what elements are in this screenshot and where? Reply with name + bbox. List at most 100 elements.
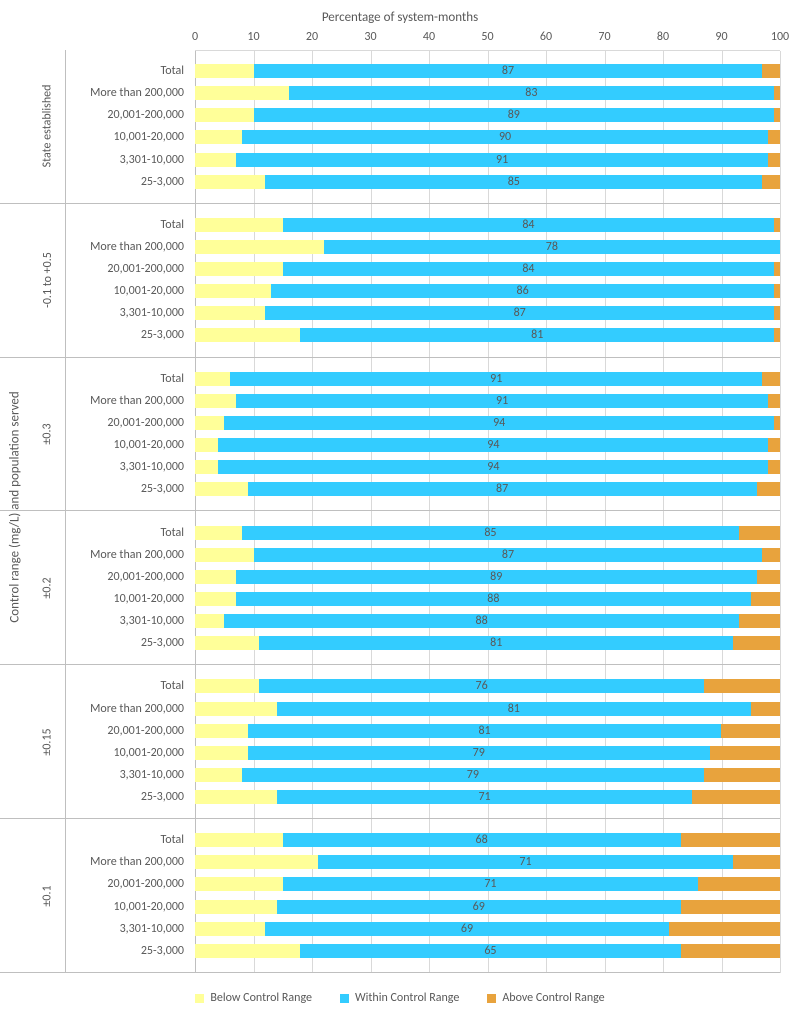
row-label: 3,301-10,000 bbox=[66, 922, 190, 936]
bar-segment-within bbox=[254, 108, 775, 122]
bar-segment-within bbox=[218, 460, 768, 474]
rows: Total84More than 200,0007820,001-200,000… bbox=[66, 204, 780, 357]
row-label: 25-3,000 bbox=[66, 944, 190, 958]
bar-segment-within bbox=[218, 438, 768, 452]
bar-row: 20,001-200,00084 bbox=[66, 262, 780, 276]
row-label: Total bbox=[66, 679, 190, 693]
group-label-wrap: ±0.3 bbox=[30, 358, 66, 511]
group: State establishedTotal87More than 200,00… bbox=[0, 50, 780, 204]
bar-row: 3,301-10,000 69 bbox=[66, 922, 780, 936]
bar-segment-below bbox=[195, 570, 236, 584]
bar-segment-above bbox=[762, 175, 780, 189]
bar-segment-below bbox=[195, 218, 283, 232]
stacked-bar: 90 bbox=[195, 130, 780, 144]
x-tick: 70 bbox=[598, 30, 610, 44]
x-tick: 40 bbox=[423, 30, 435, 44]
group-label-wrap: State established bbox=[30, 50, 66, 203]
bar-row: More than 200,00071 bbox=[66, 855, 780, 869]
row-label: 3,301-10,000 bbox=[66, 306, 190, 320]
row-label: 20,001-200,000 bbox=[66, 108, 190, 122]
bar-row: More than 200,00078 bbox=[66, 240, 780, 254]
bar-row: 10,001-20,00088 bbox=[66, 592, 780, 606]
legend-swatch bbox=[195, 994, 204, 1003]
bar-segment-below bbox=[195, 833, 283, 847]
stacked-bar: 81 bbox=[195, 702, 780, 716]
bar-segment-below bbox=[195, 328, 300, 342]
bar-segment-below bbox=[195, 284, 271, 298]
bar-segment-below bbox=[195, 460, 218, 474]
bar-segment-within bbox=[259, 679, 704, 693]
legend-swatch bbox=[487, 994, 496, 1003]
x-tick: 0 bbox=[192, 30, 198, 44]
row-label: 3,301-10,000 bbox=[66, 153, 190, 167]
bar-segment-below bbox=[195, 679, 259, 693]
bar-row: 25-3,00085 bbox=[66, 175, 780, 189]
stacked-bar: 87 bbox=[195, 64, 780, 78]
stacked-bar: 69 bbox=[195, 922, 780, 936]
bar-segment-below bbox=[195, 86, 289, 100]
bar-segment-within bbox=[300, 944, 680, 958]
rows: Total85More than 200,0008720,001-200,000… bbox=[66, 511, 780, 664]
row-label: 10,001-20,000 bbox=[66, 284, 190, 298]
bar-segment-above bbox=[774, 262, 780, 276]
x-axis-title: Percentage of system-months bbox=[0, 10, 800, 25]
stacked-bar: 91 bbox=[195, 153, 780, 167]
bar-segment-below bbox=[195, 790, 277, 804]
bar-segment-within bbox=[236, 592, 751, 606]
bar-row: More than 200,000 81 bbox=[66, 702, 780, 716]
bar-segment-above bbox=[757, 570, 780, 584]
row-label: 25-3,000 bbox=[66, 636, 190, 650]
stacked-bar: 88 bbox=[195, 614, 780, 628]
row-label: 3,301-10,000 bbox=[66, 768, 190, 782]
stacked-bar: 76 bbox=[195, 679, 780, 693]
bar-segment-within bbox=[242, 768, 704, 782]
bar-segment-above bbox=[774, 284, 780, 298]
bar-segment-above bbox=[698, 877, 780, 891]
group-label-wrap: ±0.15 bbox=[30, 665, 66, 818]
bar-row: 3,301-10,000 87 bbox=[66, 306, 780, 320]
rows: Total76More than 200,0008120,001-200,000… bbox=[66, 665, 780, 818]
x-tick: 10 bbox=[247, 30, 259, 44]
stacked-bar: 87 bbox=[195, 306, 780, 320]
bar-segment-above bbox=[762, 548, 780, 562]
row-label: 25-3,000 bbox=[66, 790, 190, 804]
bar-segment-within bbox=[300, 328, 774, 342]
bar-segment-above bbox=[681, 900, 780, 914]
bar-segment-above bbox=[774, 218, 780, 232]
bar-segment-above bbox=[739, 526, 780, 540]
bar-segment-below bbox=[195, 262, 283, 276]
stacked-bar: 86 bbox=[195, 284, 780, 298]
row-label: 20,001-200,000 bbox=[66, 262, 190, 276]
bar-row: 20,001-200,00071 bbox=[66, 877, 780, 891]
bar-segment-above bbox=[774, 328, 780, 342]
bar-row: Total85 bbox=[66, 526, 780, 540]
bar-segment-above bbox=[768, 460, 780, 474]
bar-row: 10,001-20,00079 bbox=[66, 746, 780, 760]
legend-item: Within Control Range bbox=[340, 991, 459, 1005]
bar-segment-below bbox=[195, 944, 300, 958]
stacked-bar: 81 bbox=[195, 724, 780, 738]
group-label-wrap: ±0.2 bbox=[30, 511, 66, 664]
bar-segment-below bbox=[195, 548, 254, 562]
bar-segment-below bbox=[195, 922, 265, 936]
bar-segment-above bbox=[768, 153, 780, 167]
row-label: More than 200,000 bbox=[66, 702, 190, 716]
group-label: ±0.1 bbox=[40, 885, 54, 906]
bar-segment-below bbox=[195, 526, 242, 540]
row-label: 3,301-10,000 bbox=[66, 460, 190, 474]
group: ±0.15Total76More than 200,0008120,001-20… bbox=[0, 665, 780, 819]
row-label: More than 200,000 bbox=[66, 855, 190, 869]
legend-item: Above Control Range bbox=[487, 991, 604, 1005]
rows: Total87More than 200,0008320,001-200,000… bbox=[66, 50, 780, 203]
bar-segment-above bbox=[681, 944, 780, 958]
bar-segment-above bbox=[721, 724, 780, 738]
bar-row: 25-3,00081 bbox=[66, 636, 780, 650]
row-label: Total bbox=[66, 64, 190, 78]
bar-segment-within bbox=[265, 306, 774, 320]
stacked-bar: 91 bbox=[195, 372, 780, 386]
legend-label: Above Control Range bbox=[502, 991, 604, 1005]
bar-segment-below bbox=[195, 592, 236, 606]
bar-segment-within bbox=[277, 900, 681, 914]
bar-segment-above bbox=[774, 306, 780, 320]
bar-segment-below bbox=[195, 416, 224, 430]
